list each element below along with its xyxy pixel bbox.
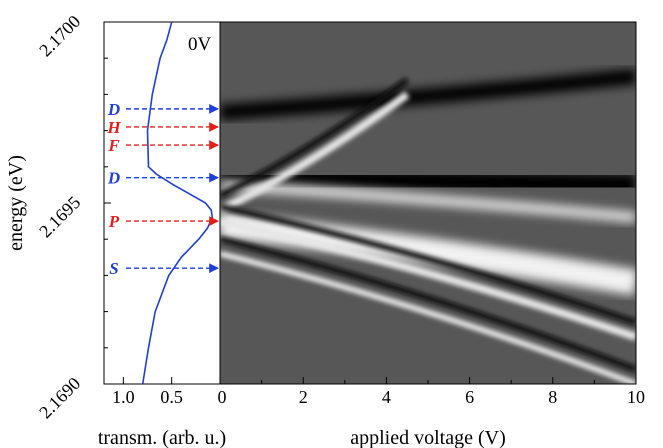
marker-label: F	[107, 136, 120, 155]
marker-label: P	[108, 212, 120, 231]
x-tick-label-voltage: 8	[548, 387, 557, 407]
heatmap-bands	[220, 68, 636, 384]
heatmap-panel	[220, 22, 636, 384]
x-tick-label-voltage: 0	[218, 387, 227, 407]
x-axis-label-transmission: transm. (arb. u.)	[98, 427, 226, 448]
x-tick-label-voltage: 6	[465, 387, 474, 407]
x-tick-label-voltage: 4	[382, 387, 391, 407]
bright-band	[220, 217, 636, 341]
bright-band	[220, 91, 410, 214]
y-axis-label: energy (eV)	[5, 155, 27, 251]
bright-band	[220, 250, 636, 384]
marker-label: D	[107, 169, 120, 188]
x-axis-label-voltage: applied voltage (V)	[350, 427, 506, 448]
y-tick-label: 2.1690	[35, 373, 84, 422]
voltage-annotation: 0V	[188, 34, 212, 55]
shadow-band	[220, 236, 636, 373]
x-tick-label-transmission: 0.5	[160, 387, 183, 407]
bright-band	[220, 179, 636, 223]
marker-label: H	[106, 118, 121, 137]
x-tick-label-transmission: 1.0	[112, 387, 135, 407]
dark-band	[220, 68, 636, 121]
shadow-band	[220, 77, 409, 199]
transmission-panel: 0V	[103, 21, 221, 385]
marker-label: S	[109, 259, 118, 278]
transmission-frame	[103, 21, 221, 385]
marker-label: D	[107, 100, 120, 119]
x-tick-label-voltage: 2	[299, 387, 308, 407]
shadow-band	[220, 203, 636, 326]
x-tick-label-voltage: 10	[627, 387, 645, 407]
y-tick-label: 2.1700	[35, 11, 84, 60]
y-tick-label: 2.1695	[35, 192, 84, 241]
transmission-curve	[141, 22, 214, 384]
